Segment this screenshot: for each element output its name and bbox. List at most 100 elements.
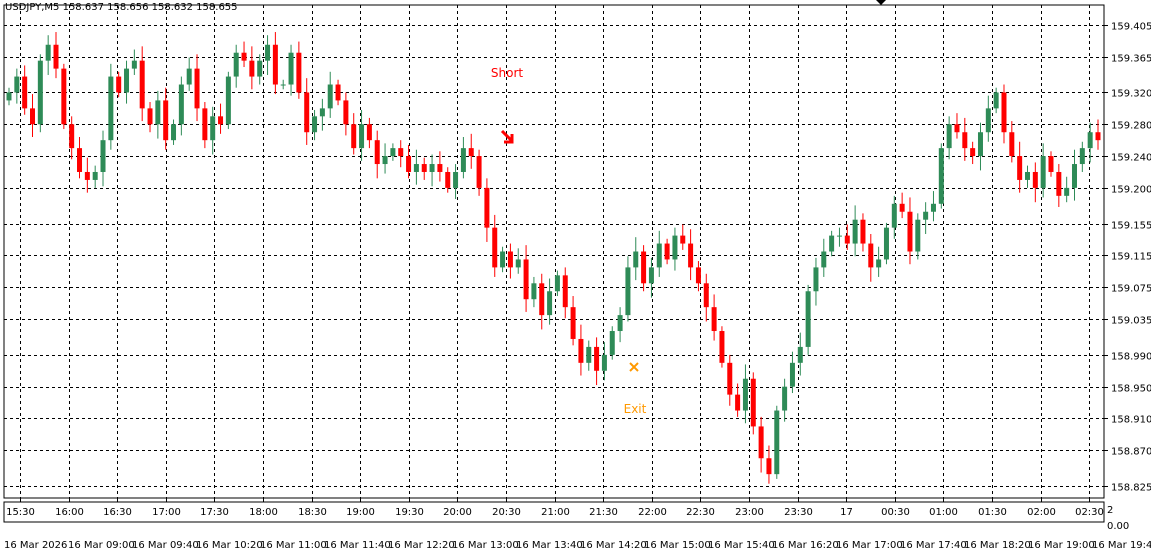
candle-body (719, 331, 725, 363)
candle-body (30, 108, 36, 125)
candle-body (766, 458, 772, 475)
x-tick-label: 23:00 (735, 507, 764, 518)
candle-body (930, 203, 936, 212)
candle-body (789, 362, 795, 387)
candle-body (954, 124, 960, 133)
candle-body (218, 116, 224, 125)
y-tick-label: 159.155 (1111, 221, 1151, 232)
candle-body (609, 331, 615, 355)
candle-body (398, 148, 404, 157)
candle-body (648, 267, 654, 284)
candles (6, 32, 1101, 484)
candle-body (6, 92, 12, 101)
candle-body (641, 251, 647, 284)
date-label: 16 Mar 13:40 (516, 540, 583, 551)
candle-body (829, 235, 835, 252)
date-label: 16 Mar 09:00 (68, 540, 135, 551)
date-label: 16 Mar 11:40 (324, 540, 391, 551)
candle-body (445, 171, 451, 188)
candle-body (782, 386, 788, 411)
candle-body (194, 68, 200, 109)
candle-body (625, 267, 631, 316)
x-tick-label: 22:30 (686, 507, 715, 518)
date-label: 16 Mar 18:20 (964, 540, 1031, 551)
x-tick-label: 17:00 (152, 507, 181, 518)
candle-body (280, 84, 286, 86)
candle-body (852, 219, 858, 244)
x-tick-label: 00:30 (881, 507, 910, 518)
candle-body (335, 84, 341, 101)
candle-body (1009, 132, 1015, 157)
candle-body (547, 291, 553, 316)
y-tick-label: 159.405 (1111, 22, 1151, 33)
candle-body (1071, 164, 1077, 188)
indicator-scale-bottom: 0.00 (1107, 521, 1129, 532)
candle-body (586, 346, 592, 363)
x-tick-label: 18:30 (298, 507, 327, 518)
candle-body (578, 338, 584, 363)
candle-body (1087, 132, 1093, 149)
candle-body (265, 44, 271, 61)
candle-body (304, 92, 310, 133)
x-tick-label: 20:00 (443, 507, 472, 518)
candle-body (186, 68, 192, 85)
candle-body (883, 227, 889, 260)
candle-body (813, 267, 819, 292)
candle-body (750, 378, 756, 427)
y-tick-label: 159.280 (1111, 121, 1151, 132)
candle-body (1079, 148, 1085, 165)
candle-body (695, 267, 701, 284)
x-tick-label: 20:30 (492, 507, 521, 518)
x-tick-label: 15:30 (6, 507, 35, 518)
candle-body (758, 426, 764, 459)
candle-body (633, 251, 639, 268)
candle-body (938, 148, 944, 204)
candle-body (296, 52, 302, 93)
plot-frame (3, 4, 1105, 499)
candle-body (664, 243, 670, 260)
short-label: Short (491, 66, 523, 80)
candle-body (1040, 156, 1046, 188)
candle-body (139, 60, 145, 109)
candle-body (421, 164, 427, 172)
candle-body (531, 283, 537, 300)
candle-body (554, 275, 560, 292)
candle-body (742, 378, 748, 411)
candle-body (617, 315, 623, 332)
candle-body (241, 52, 247, 61)
candle-body (680, 235, 686, 244)
date-label: 16 Mar 19:40 (1092, 540, 1151, 551)
candle-body (711, 307, 717, 332)
x-tick-label: 18:00 (249, 507, 278, 518)
candle-body (1017, 156, 1023, 180)
candle-body (257, 60, 263, 77)
candle-body (727, 362, 733, 395)
candle-body (37, 60, 43, 125)
date-label: 16 Mar 13:00 (452, 540, 519, 551)
candle-body (327, 84, 333, 109)
candle-body (507, 251, 513, 268)
candle-body (860, 219, 866, 244)
date-label: 16 Mar 17:40 (900, 540, 967, 551)
indicator-scale-top: 2 (1107, 505, 1113, 516)
candle-body (985, 108, 991, 133)
candle-body (993, 92, 999, 109)
date-label: 16 Mar 12:20 (388, 540, 455, 551)
y-tick-label: 159.200 (1111, 185, 1151, 196)
candle-body (202, 108, 208, 141)
date-label: 16 Mar 15:40 (708, 540, 775, 551)
candle-body (515, 259, 521, 268)
candle-body (225, 76, 231, 125)
candle-body (570, 307, 576, 339)
candle-body (970, 148, 976, 157)
candle-body (797, 346, 803, 363)
candle-body (116, 76, 122, 93)
candle-body (1024, 171, 1030, 180)
candle-body (45, 44, 51, 61)
candle-body (210, 116, 216, 141)
candle-body (343, 100, 349, 125)
date-label: 16 Mar 17:00 (836, 540, 903, 551)
y-tick-label: 159.075 (1111, 284, 1151, 295)
candle-body (946, 124, 952, 149)
